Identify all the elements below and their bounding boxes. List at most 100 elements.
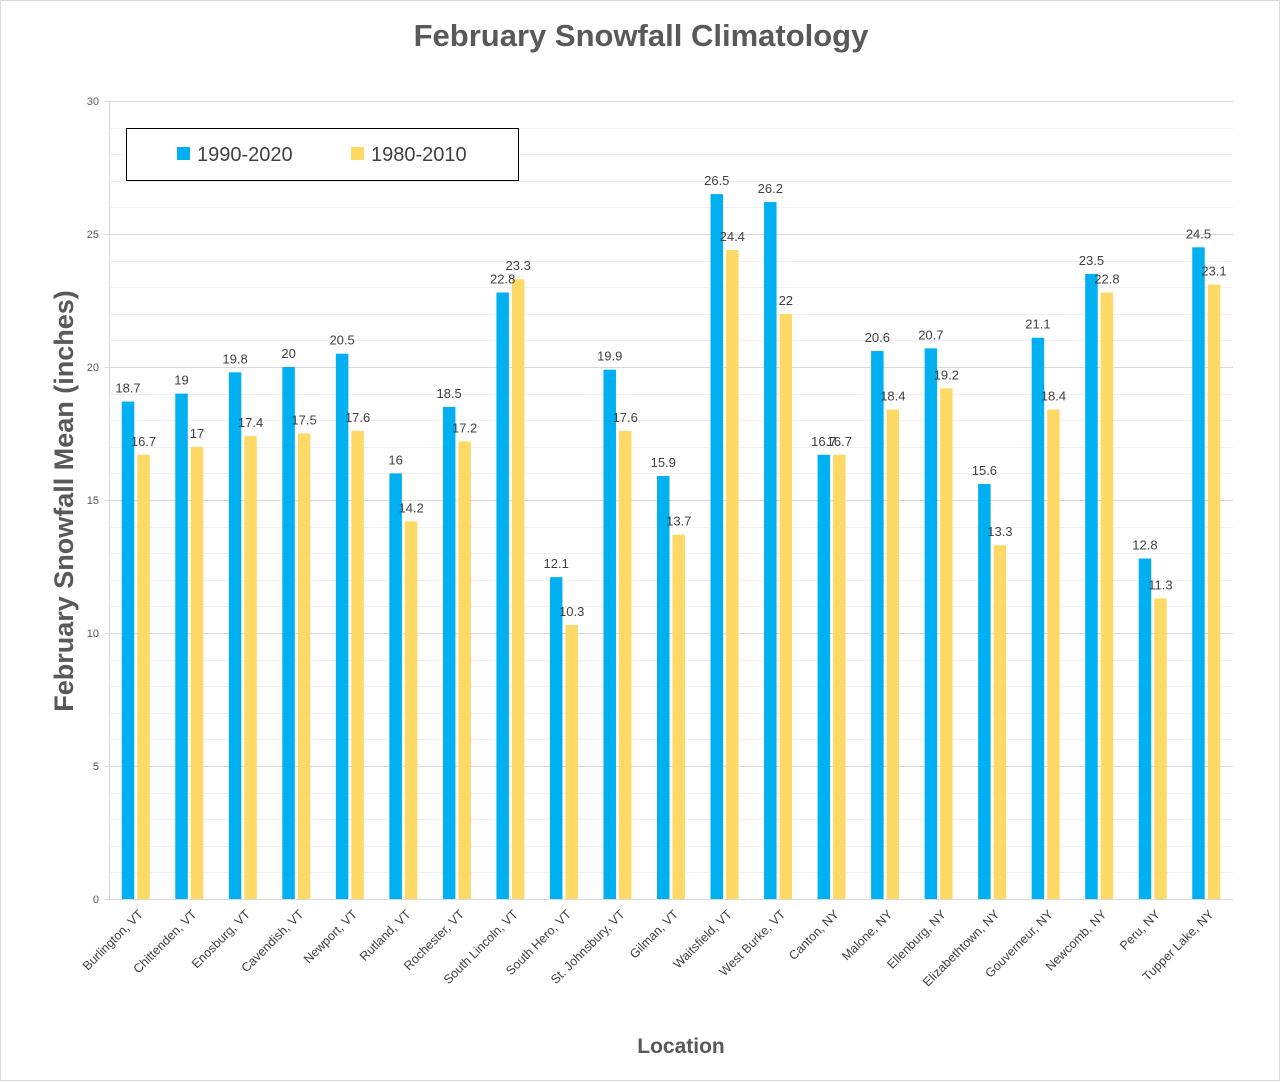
legend-label-1990-2020: 1990-2020 xyxy=(197,144,293,166)
data-label-1990-2020: 23.5 xyxy=(1079,253,1104,268)
legend-swatch-1980-2010 xyxy=(351,147,364,160)
y-tick-label: 15 xyxy=(87,495,99,507)
data-labels: 18.7 19 19.8 20 20.5 16 18.5 22.8 12.1 19.9 15.9 26… xyxy=(115,173,1226,619)
bar-1990-2020 xyxy=(1138,558,1152,899)
data-label-1980-2010: 16.7 xyxy=(827,434,852,449)
y-tick-label: 0 xyxy=(93,894,99,906)
bar-1990-2020 xyxy=(389,473,402,899)
data-label-1990-2020: 24.5 xyxy=(1186,226,1211,241)
y-tick-label: 10 xyxy=(87,628,99,640)
bar-1990-2020 xyxy=(710,194,724,900)
bar-1990-2020 xyxy=(442,406,456,899)
bar-1980-2010 xyxy=(297,433,311,899)
legend-box xyxy=(126,128,519,181)
data-label-1980-2010: 23.3 xyxy=(506,258,531,273)
bar-1990-2020 xyxy=(549,577,563,899)
bar-1980-2010 xyxy=(886,409,900,899)
bar-1980-2010 xyxy=(779,313,793,899)
data-label-1980-2010: 17.2 xyxy=(452,420,477,435)
bar-1980-2010 xyxy=(244,436,257,899)
bar-1980-2010 xyxy=(190,446,204,899)
bar-1980-2010 xyxy=(511,279,525,900)
data-label-1990-2020: 12.1 xyxy=(544,556,569,571)
data-label-1980-2010: 24.4 xyxy=(720,229,745,244)
bar-1980-2010 xyxy=(137,454,150,899)
data-label-1990-2020: 16.7 xyxy=(811,434,836,449)
data-label-1980-2010: 22 xyxy=(779,293,793,308)
bar-1980-2010 xyxy=(1154,598,1167,899)
data-label-1990-2020: 16 xyxy=(388,452,402,467)
data-label-1980-2010: 17.4 xyxy=(238,415,263,430)
data-label-1980-2010: 23.1 xyxy=(1201,264,1226,279)
bar-1990-2020 xyxy=(978,484,991,899)
bar-1980-2010 xyxy=(833,454,846,899)
legend-swatch-1990-2020 xyxy=(177,147,190,160)
bar-1980-2010 xyxy=(565,625,578,899)
data-label-1990-2020: 15.6 xyxy=(972,463,997,478)
data-label-1990-2020: 22.8 xyxy=(490,272,515,287)
bar-1990-2020 xyxy=(657,476,670,899)
category-label: Newport, VT xyxy=(301,907,360,966)
y-tick-label: 5 xyxy=(93,761,99,773)
data-label-1990-2020: 20.6 xyxy=(865,330,890,345)
bar-1990-2020 xyxy=(335,353,349,899)
data-label-1980-2010: 17.6 xyxy=(345,410,370,425)
data-label-1980-2010: 13.3 xyxy=(987,524,1012,539)
y-axis-title: February Snowfall Mean (inches) xyxy=(49,290,79,712)
data-label-1990-2020: 20.5 xyxy=(329,333,354,348)
bar-1980-2010 xyxy=(458,441,471,899)
data-label-1980-2010: 13.7 xyxy=(666,514,691,529)
bar-1990-2020 xyxy=(924,348,938,899)
data-label-1980-2010: 16.7 xyxy=(131,434,156,449)
bar-1980-2010 xyxy=(1047,409,1060,899)
data-label-1980-2010: 10.3 xyxy=(559,604,584,619)
bar-1980-2010 xyxy=(993,545,1007,899)
data-label-1990-2020: 26.2 xyxy=(758,181,783,196)
data-label-1980-2010: 14.2 xyxy=(398,500,423,515)
data-label-1980-2010: 17 xyxy=(190,426,204,441)
data-label-1990-2020: 26.5 xyxy=(704,173,729,188)
bar-1990-2020 xyxy=(121,401,135,899)
data-label-1990-2020: 21.1 xyxy=(1025,317,1050,332)
bar-1980-2010 xyxy=(672,534,685,899)
bar-1990-2020 xyxy=(871,351,884,899)
y-tick-label: 20 xyxy=(87,362,99,374)
bar-1980-2010 xyxy=(351,430,364,899)
category-label: Canton, NY xyxy=(786,907,842,963)
data-label-1990-2020: 15.9 xyxy=(651,455,676,470)
bar-1990-2020 xyxy=(496,292,509,899)
legend: 1990-2020 1980-2010 xyxy=(126,128,519,181)
y-tick-label: 25 xyxy=(87,229,99,241)
bar-1980-2010 xyxy=(1207,284,1221,899)
data-label-1990-2020: 19.8 xyxy=(222,351,247,366)
bar-1990-2020 xyxy=(1031,337,1045,899)
data-label-1990-2020: 12.8 xyxy=(1132,538,1157,553)
data-label-1980-2010: 17.6 xyxy=(613,410,638,425)
data-label-1990-2020: 19.9 xyxy=(597,349,622,364)
bar-1980-2010 xyxy=(1100,292,1114,899)
data-label-1990-2020: 19 xyxy=(174,373,188,388)
data-label-1990-2020: 20.7 xyxy=(918,327,943,342)
x-axis-title: Location xyxy=(637,1035,725,1058)
data-label-1990-2020: 18.7 xyxy=(115,381,140,396)
bar-1990-2020 xyxy=(1192,247,1205,900)
category-label: Gilman, VT xyxy=(627,907,681,961)
bar-1990-2020 xyxy=(817,454,831,899)
bar-1980-2010 xyxy=(726,249,739,899)
category-label: Malone, NY xyxy=(839,907,896,964)
chart-title: February Snowfall Climatology xyxy=(414,18,869,53)
bar-1990-2020 xyxy=(228,372,242,899)
data-label-1980-2010: 18.4 xyxy=(1041,389,1066,404)
bar-1990-2020 xyxy=(1085,273,1098,899)
axes xyxy=(105,101,1233,900)
data-label-1980-2010: 19.2 xyxy=(934,367,959,382)
data-label-1980-2010: 22.8 xyxy=(1094,272,1119,287)
category-label: Rutland, VT xyxy=(357,907,414,964)
data-label-1990-2020: 18.5 xyxy=(436,386,461,401)
legend-label-1980-2010: 1980-2010 xyxy=(371,144,467,166)
bars xyxy=(121,194,1221,900)
data-label-1990-2020: 20 xyxy=(281,346,295,361)
